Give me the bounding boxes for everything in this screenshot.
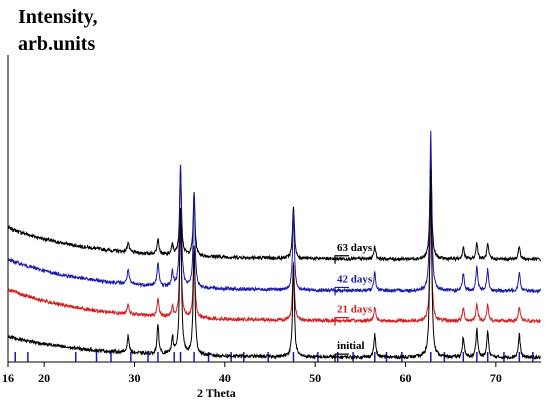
series-label-2: 21 days (337, 304, 373, 316)
series-label-1: 42 days (337, 273, 373, 285)
series-bracket-3 (334, 353, 350, 363)
x-tick-label-5: 60 (399, 371, 411, 385)
x-axis-label: 2 Theta (197, 386, 236, 400)
x-tick-label-1: 20 (38, 371, 50, 385)
series-line-3 (7, 168, 541, 361)
x-tick-label-4: 50 (309, 371, 321, 385)
x-tick-label-2: 30 (128, 371, 140, 385)
y-axis-label-line-2: arb.units (18, 33, 95, 55)
series-label-0: 63 days (337, 242, 373, 254)
series-label-3: initial (337, 340, 365, 352)
x-tick-label-6: 70 (490, 371, 502, 385)
plot-area: 16 20 30 40 50 60 70 63 days 42 days 21 days initi… (2, 55, 542, 385)
series-bracket-2 (334, 317, 350, 326)
series-line-2 (7, 200, 541, 324)
series-line-0 (7, 148, 542, 263)
series-bracket-0 (334, 255, 350, 264)
series-line-1 (7, 130, 542, 295)
y-axis-label-line-1: Intensity, (18, 6, 97, 28)
series-bracket-1 (334, 286, 350, 296)
x-tick-label-0: 16 (2, 371, 14, 385)
x-tick-label-3: 40 (219, 371, 231, 385)
